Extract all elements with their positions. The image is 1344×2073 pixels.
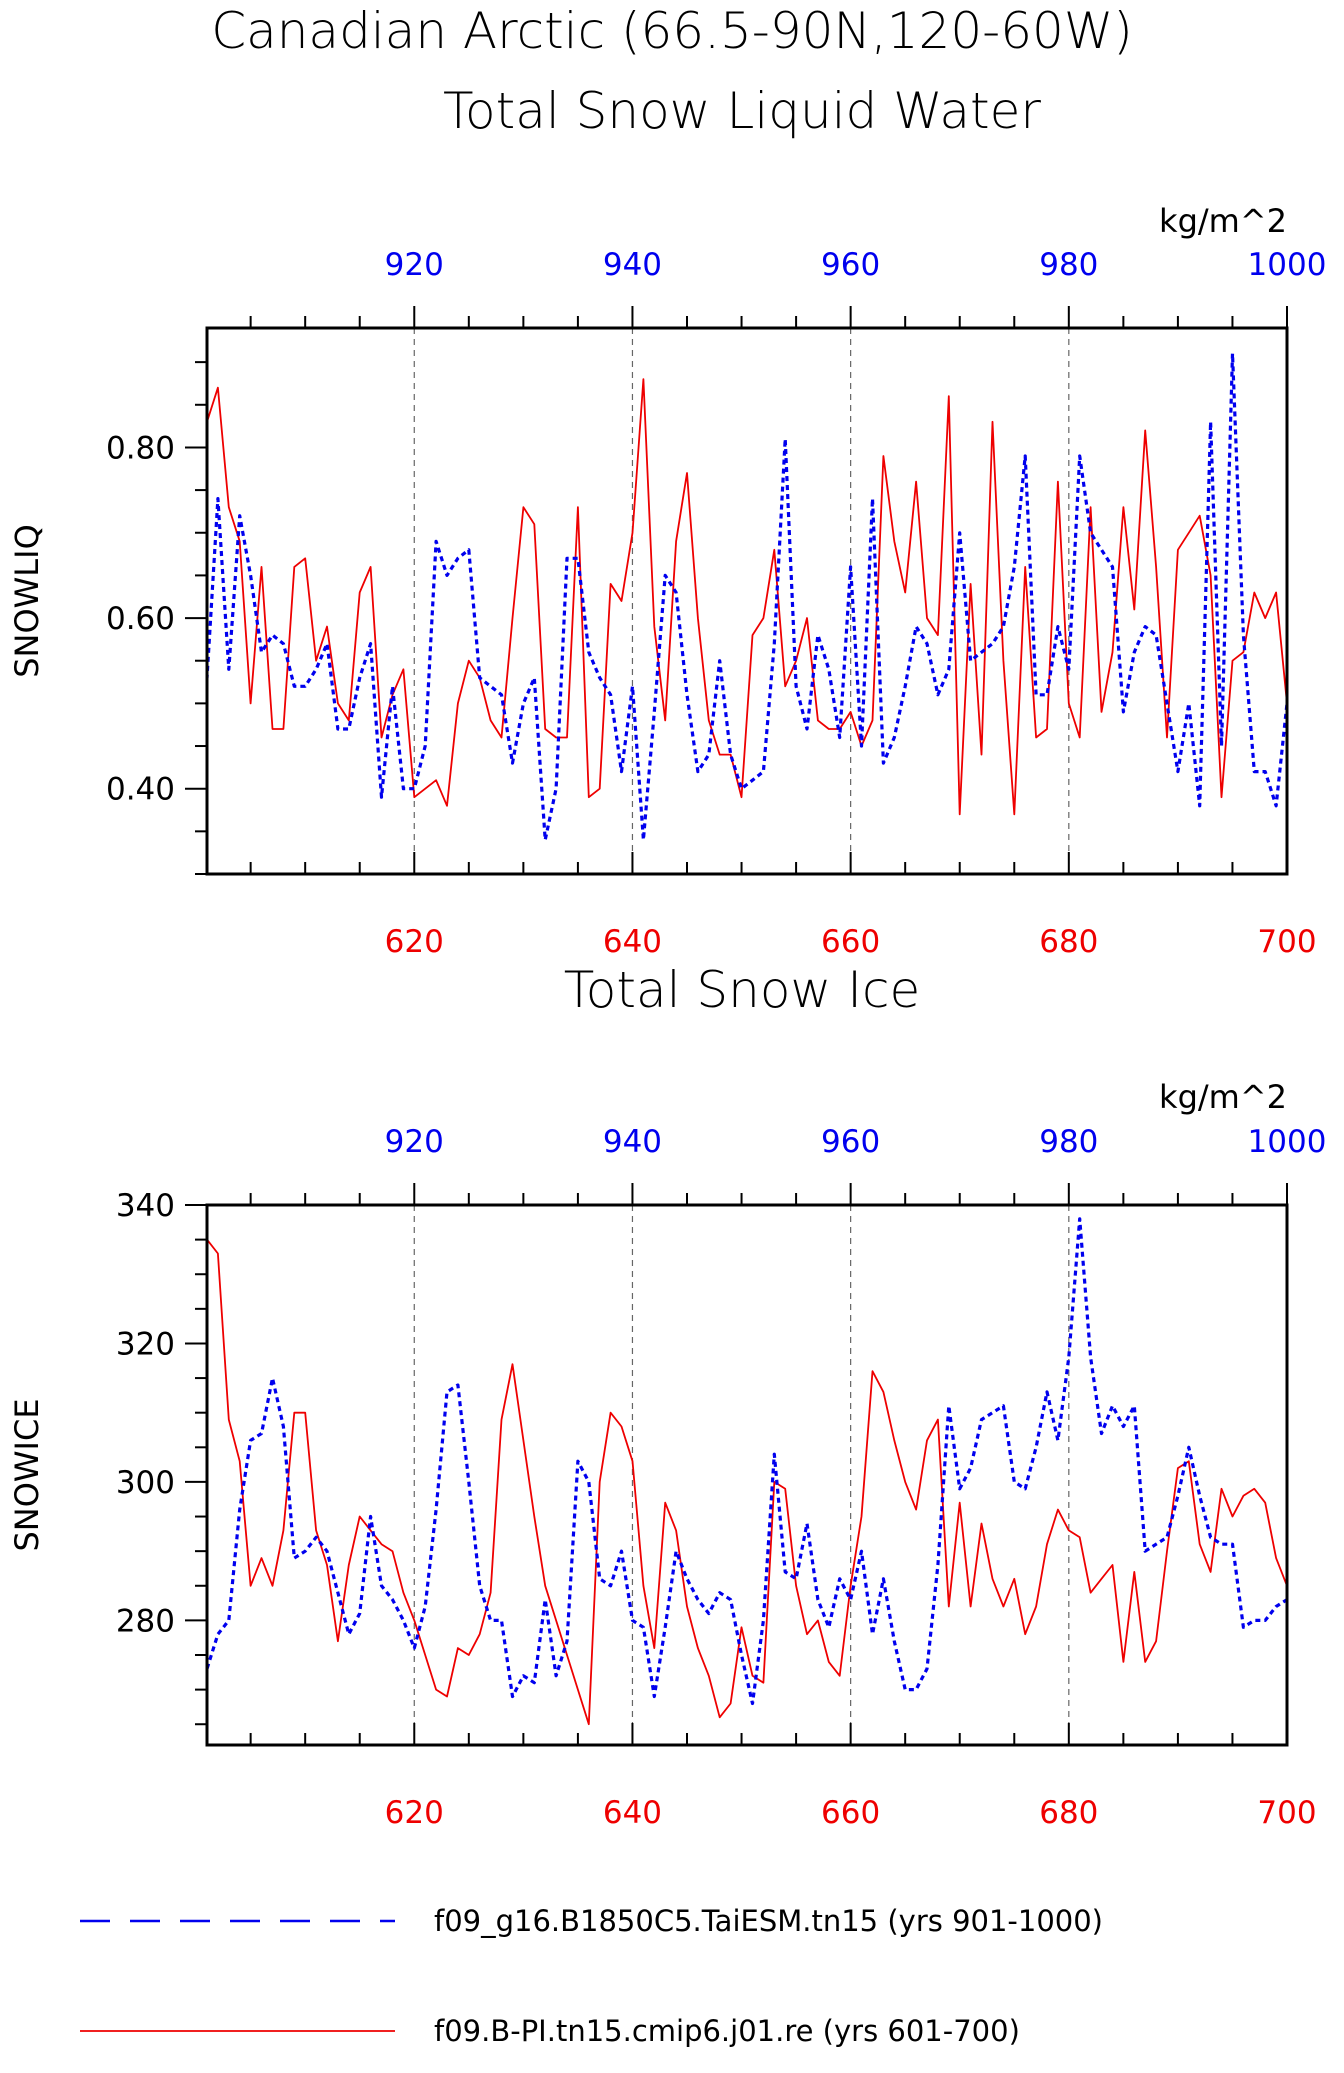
x-top-tick-label: 940 xyxy=(603,247,662,283)
x-bottom-tick-label: 640 xyxy=(603,1795,662,1831)
x-bottom-tick-label: 660 xyxy=(821,1795,880,1831)
legend: f09_g16.B1850C5.TaiESM.tn15 (yrs 901-100… xyxy=(80,1904,1103,2048)
y-tick-label: 0.80 xyxy=(106,430,175,466)
series-line-cmip6 xyxy=(207,378,1287,816)
chart-title: Total Snow Liquid Water xyxy=(443,82,1041,140)
x-top-tick-label: 1000 xyxy=(1248,1124,1327,1160)
x-top-tick-label: 940 xyxy=(603,1124,662,1160)
x-bottom-tick-label: 680 xyxy=(1039,1795,1098,1831)
y-tick-label: 0.40 xyxy=(106,772,175,808)
x-bottom-tick-label: 680 xyxy=(1039,924,1098,960)
y-axis-label: SNOWLIQ xyxy=(8,524,46,678)
x-top-tick-label: 980 xyxy=(1039,1124,1098,1160)
x-top-tick-label: 960 xyxy=(821,247,880,283)
legend-label-2: f09.B-PI.tn15.cmip6.j01.re (yrs 601-700) xyxy=(434,2014,1020,2048)
page-title: Canadian Arctic (66.5-90N,120-60W) xyxy=(211,2,1133,60)
units-label: kg/m^2 xyxy=(1159,1078,1287,1116)
x-top-tick-label: 920 xyxy=(385,247,444,283)
y-tick-label: 340 xyxy=(116,1188,175,1224)
series-line-taiesm xyxy=(207,1217,1287,1706)
y-tick-label: 0.60 xyxy=(106,601,175,637)
x-bottom-tick-label: 620 xyxy=(385,1795,444,1831)
y-tick-label: 320 xyxy=(116,1326,175,1362)
y-tick-label: 300 xyxy=(116,1465,175,1501)
x-bottom-tick-label: 620 xyxy=(385,924,444,960)
x-top-tick-label: 980 xyxy=(1039,247,1098,283)
x-bottom-tick-label: 660 xyxy=(821,924,880,960)
y-tick-label: 280 xyxy=(116,1603,175,1639)
chart-title: Total Snow Ice xyxy=(564,961,920,1019)
chart-panel-2: Total Snow Ice kg/m^2 SNOWICE 280 300 320 340 6… xyxy=(8,961,1326,1831)
x-top-tick-label: 920 xyxy=(385,1124,444,1160)
x-top-tick-label: 1000 xyxy=(1248,247,1327,283)
x-bottom-tick-label: 700 xyxy=(1257,924,1316,960)
x-bottom-tick-label: 640 xyxy=(603,924,662,960)
plot-frame xyxy=(205,326,1289,876)
units-label: kg/m^2 xyxy=(1159,202,1287,240)
series-line-cmip6 xyxy=(207,1238,1287,1726)
chart-panel-1: Total Snow Liquid Water kg/m^2 SNOWLIQ 0.40… xyxy=(8,82,1326,960)
legend-label-1: f09_g16.B1850C5.TaiESM.tn15 (yrs 901-100… xyxy=(434,1904,1103,1938)
y-axis-label: SNOWICE xyxy=(8,1398,46,1551)
plot-frame xyxy=(205,1203,1289,1747)
x-top-tick-label: 960 xyxy=(821,1124,880,1160)
x-bottom-tick-label: 700 xyxy=(1257,1795,1316,1831)
